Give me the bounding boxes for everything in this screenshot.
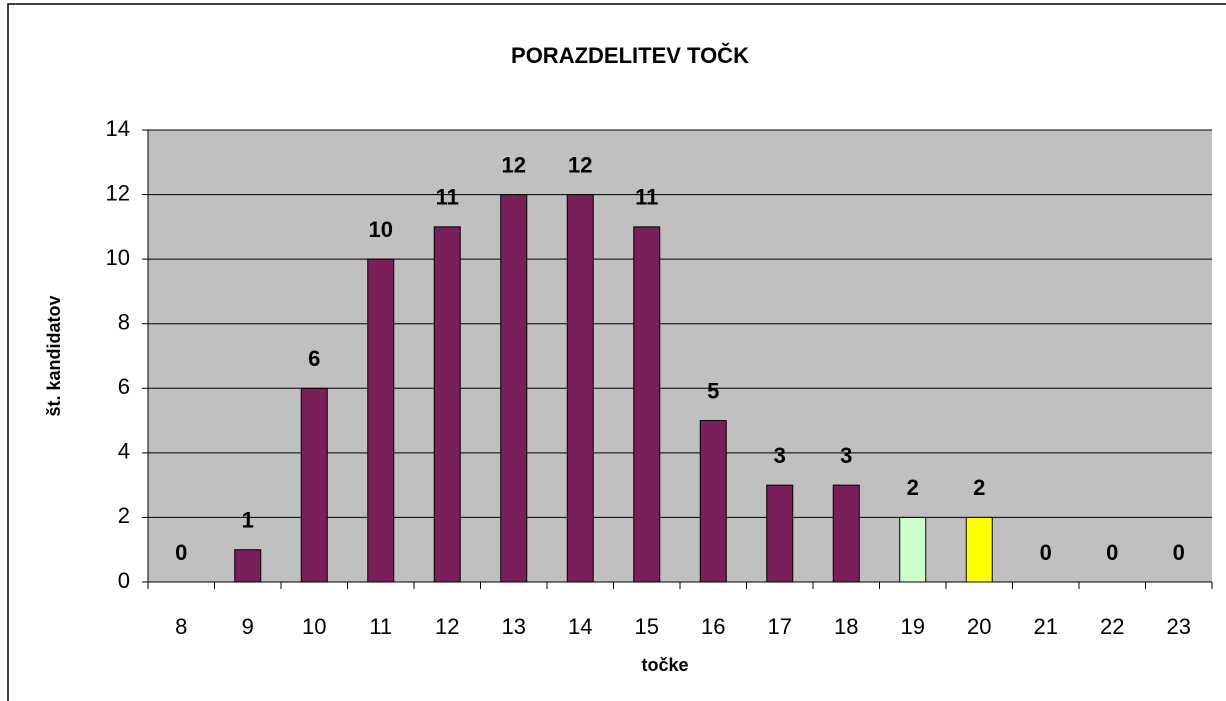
bar bbox=[699, 420, 727, 583]
x-tick-label: 10 bbox=[302, 614, 326, 639]
data-label: 0 bbox=[1173, 540, 1185, 565]
bar bbox=[766, 484, 794, 583]
data-label: 2 bbox=[973, 475, 985, 500]
data-label: 6 bbox=[308, 346, 320, 371]
x-tick-label: 14 bbox=[568, 614, 592, 639]
x-tick-label: 13 bbox=[502, 614, 526, 639]
chart-title: PORAZDELITEV TOČK bbox=[511, 43, 749, 68]
data-label: 11 bbox=[436, 185, 459, 210]
data-label: 12 bbox=[502, 152, 526, 177]
data-label: 3 bbox=[840, 443, 852, 468]
bar bbox=[234, 549, 262, 583]
x-tick-label: 19 bbox=[901, 614, 925, 639]
x-tick-label: 9 bbox=[242, 614, 254, 639]
y-tick-label: 14 bbox=[106, 116, 130, 141]
y-tick-label: 0 bbox=[118, 568, 130, 593]
bar bbox=[367, 258, 395, 583]
y-tick-label: 4 bbox=[118, 439, 130, 464]
x-tick-label: 16 bbox=[701, 614, 725, 639]
bar bbox=[500, 194, 528, 583]
x-tick-label: 20 bbox=[967, 614, 991, 639]
bar bbox=[433, 226, 461, 583]
y-tick-label: 2 bbox=[118, 503, 130, 528]
y-tick-label: 12 bbox=[106, 180, 130, 205]
data-label: 3 bbox=[774, 443, 786, 468]
data-label: 0 bbox=[1040, 540, 1052, 565]
x-axis-title: točke bbox=[641, 655, 688, 675]
data-label: 0 bbox=[1106, 540, 1118, 565]
data-label: 10 bbox=[369, 217, 393, 242]
x-tick-label: 18 bbox=[834, 614, 858, 639]
x-tick-label: 12 bbox=[435, 614, 459, 639]
y-tick-label: 10 bbox=[106, 245, 130, 270]
data-label: 12 bbox=[568, 152, 592, 177]
data-label: 0 bbox=[175, 540, 187, 565]
chart-border bbox=[7, 3, 1226, 701]
bar bbox=[899, 516, 927, 583]
x-tick-label: 23 bbox=[1167, 614, 1191, 639]
x-tick-label: 17 bbox=[768, 614, 792, 639]
x-tick-label: 15 bbox=[635, 614, 659, 639]
data-label: 2 bbox=[907, 475, 919, 500]
bar bbox=[965, 516, 993, 583]
bar bbox=[300, 387, 328, 583]
bar bbox=[566, 194, 594, 583]
x-tick-label: 11 bbox=[369, 614, 392, 639]
y-tick-label: 8 bbox=[118, 310, 130, 335]
data-label: 11 bbox=[635, 185, 658, 210]
x-tick-label: 21 bbox=[1034, 614, 1058, 639]
x-tick-label: 8 bbox=[175, 614, 187, 639]
x-tick-label: 22 bbox=[1100, 614, 1124, 639]
data-label: 5 bbox=[707, 378, 719, 403]
bar bbox=[633, 226, 661, 583]
y-tick-label: 6 bbox=[118, 374, 130, 399]
data-label: 1 bbox=[242, 508, 254, 533]
bar bbox=[832, 484, 860, 583]
y-axis-title: št. kandidatov bbox=[44, 295, 64, 416]
